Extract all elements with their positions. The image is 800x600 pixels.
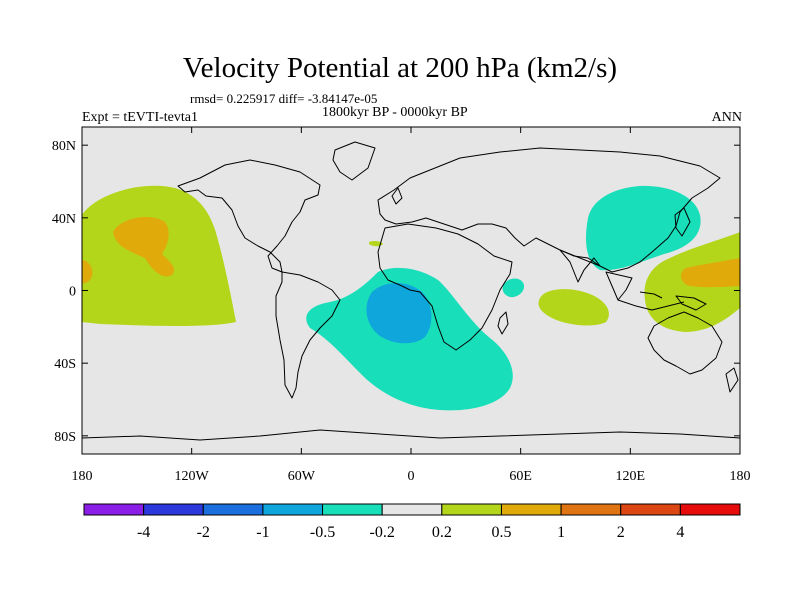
- x-tick-label-5: 120E: [616, 469, 646, 484]
- colorbar-swatch-5: [381, 503, 443, 516]
- region-western-pacific-core: [681, 258, 740, 288]
- colorbar-label-5: 0.2: [432, 524, 452, 541]
- y-axis: 80N 40N 0 40S 80S: [52, 139, 740, 445]
- coast-north-america: [177, 159, 321, 273]
- colorbar-swatch-9: [620, 503, 681, 516]
- x-tick-label-6: 180: [730, 469, 751, 484]
- colorbar-label-7: 1: [557, 524, 565, 541]
- colorbar-swatch-0: [83, 503, 145, 516]
- colorbar-swatch-7: [500, 503, 562, 516]
- region-east-africa-negative: [502, 278, 525, 298]
- season-label: ANN: [711, 110, 742, 125]
- region-dateline-core-west: [82, 260, 93, 284]
- region-sahara-positive: [369, 240, 383, 247]
- coast-new-zealand: [725, 367, 739, 393]
- region-north-pacific-core: [113, 217, 175, 277]
- experiment-label: Expt = tEVTI-tevta1: [82, 110, 198, 125]
- colorbar-swatch-1: [143, 503, 204, 516]
- colorbar-label-1: -2: [197, 524, 210, 541]
- colorbar-label-8: 2: [617, 524, 625, 541]
- coast-southeast-asia: [605, 271, 633, 301]
- colorbar-swatch-3: [262, 503, 324, 516]
- chart-title: Velocity Potential at 200 hPa (km2/s): [182, 52, 618, 84]
- y-tick-label-4: 80S: [54, 430, 76, 445]
- coast-africa: [377, 223, 513, 351]
- region-east-asia-negative: [585, 185, 701, 271]
- colorbar-swatch-6: [441, 503, 502, 516]
- period-label: 1800kyr BP - 0000kyr BP: [322, 105, 468, 120]
- colorbar-label-6: 0.5: [491, 524, 511, 541]
- colorbar-label-2: -1: [256, 524, 269, 541]
- x-axis: 180 120W 60W 0 60E 120E 180: [72, 127, 751, 484]
- x-tick-label-3: 0: [408, 469, 415, 484]
- coast-greenland: [332, 141, 376, 181]
- region-indian-ocean-positive: [538, 289, 609, 326]
- coast-madagascar: [497, 311, 509, 335]
- x-tick-label-1: 120W: [175, 469, 210, 484]
- coast-australia: [647, 311, 723, 375]
- colorbar-swatch-2: [202, 503, 264, 516]
- coast-indonesia: [617, 291, 685, 311]
- colorbar-label-3: -0.5: [310, 524, 335, 541]
- colorbar-label-4: -0.2: [370, 524, 395, 541]
- coast-new-guinea: [675, 295, 707, 311]
- y-tick-label-2: 0: [69, 285, 76, 300]
- coast-british-isles: [391, 187, 403, 205]
- coast-antarctica: [82, 429, 740, 441]
- colorbar-swatch-8: [560, 503, 622, 516]
- colorbar-swatch-10: [679, 503, 741, 516]
- x-tick-label-0: 180: [72, 469, 93, 484]
- colorbar-label-0: -4: [137, 524, 150, 541]
- colorbar-label-9: 4: [676, 524, 684, 541]
- stats-label: rmsd= 0.225917 diff= -3.84147e-05: [190, 91, 378, 106]
- colorbar: -4 -2 -1 -0.5 -0.2 0.2 0.5 1 2 4: [83, 503, 741, 541]
- y-tick-label-1: 40N: [52, 212, 76, 227]
- region-south-atlantic-core: [366, 283, 432, 344]
- coastlines: [82, 141, 740, 441]
- coast-japan: [674, 207, 691, 237]
- coast-europe-asia: [377, 147, 721, 273]
- y-tick-label-0: 80N: [52, 139, 76, 154]
- coast-south-america: [275, 271, 341, 399]
- y-tick-label-3: 40S: [54, 357, 76, 372]
- x-tick-label-4: 60E: [509, 469, 532, 484]
- colorbar-swatch-4: [322, 503, 383, 516]
- x-tick-label-2: 60W: [288, 469, 316, 484]
- coast-indian-subcontinent: [559, 249, 601, 283]
